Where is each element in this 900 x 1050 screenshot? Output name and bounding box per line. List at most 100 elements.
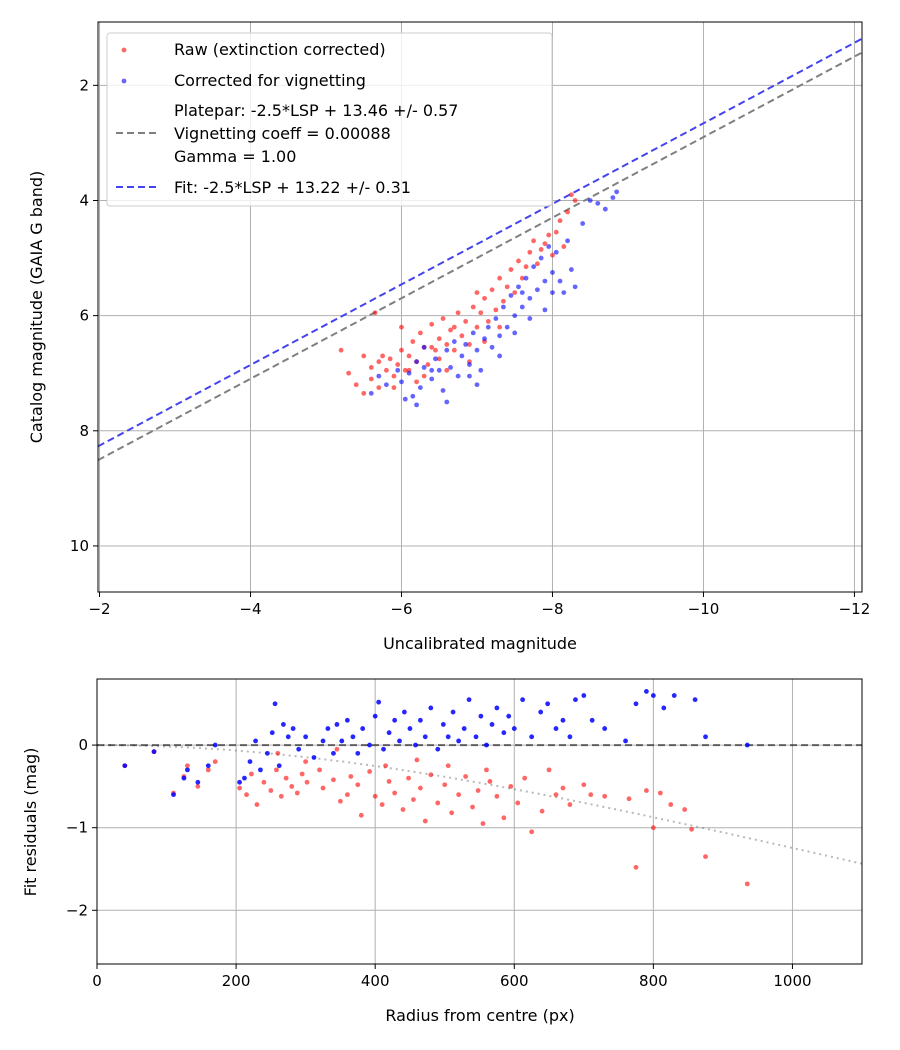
corrected-point [421,365,427,370]
raw-point [501,298,506,304]
corrected-residual-point [331,750,336,756]
raw-point [368,376,374,382]
corrected-point [383,382,389,388]
raw-point [519,275,525,281]
legend-corrected-marker [121,78,127,84]
raw-point [504,284,510,290]
bottom-x-tick-label: 1000 [773,972,811,990]
top-y-tick-label: 2 [79,76,89,94]
raw-residual-point [383,763,389,769]
bottom-x-tick-label: 600 [500,972,529,990]
raw-point [485,318,491,324]
raw-residual-point [367,769,373,774]
raw-residual-point [344,792,350,798]
raw-residual-point [274,767,279,773]
raw-point [527,249,533,255]
raw-point [421,373,427,379]
raw-residual-point [682,807,688,812]
corrected-point [485,324,491,330]
corrected-point [482,336,487,342]
raw-residual-point [294,790,300,796]
corrected-point [478,367,484,373]
raw-residual-point [494,793,500,799]
corrected-point [580,221,586,226]
corrected-point [470,330,476,336]
bottom-x-tick-label: 800 [639,972,668,990]
corrected-residual-point [538,709,544,715]
corrected-residual-point [484,742,489,748]
raw-point [534,261,540,267]
raw-residual-point [386,779,392,784]
raw-residual-point [248,771,254,777]
corrected-point [421,344,427,350]
fit-line [98,37,862,448]
raw-residual-point [501,815,507,821]
raw-point [478,310,484,316]
raw-residual-point [553,792,559,798]
raw-residual-point [522,775,528,781]
corrected-point [455,373,461,379]
corrected-point [368,390,374,396]
corrected-residual-point [258,767,263,773]
top-chart: −2 −4 −6 −8 −10 −12 2 4 6 8 10 Uncalibrated magnit… [27,21,870,653]
corrected-residual-point [567,734,573,740]
corrected-point [504,324,510,330]
raw-point [429,344,435,350]
corrected-residual-point [511,726,517,731]
corrected-point [550,270,555,275]
raw-residual-point [185,763,190,769]
raw-point [572,198,578,203]
corrected-point [531,264,537,270]
corrected-residual-point [344,717,350,723]
raw-residual-point [392,790,398,796]
corrected-point [429,376,435,382]
raw-residual-point [422,818,428,824]
corrected-point [433,356,438,362]
corrected-point [406,370,412,376]
corrected-point [572,284,578,290]
bottom-y-tick-label: −2 [66,901,88,919]
raw-residual-point [411,797,416,803]
corrected-point [602,206,608,212]
raw-residual-point [372,793,378,799]
raw-point [542,241,548,247]
raw-residual-point [379,802,385,807]
raw-point [338,347,344,353]
corrected-point [527,316,533,321]
bottom-x-tick-label: 0 [92,972,102,990]
raw-point [455,310,461,316]
raw-residual-point [581,782,587,788]
raw-point [557,218,563,224]
raw-residual-point [442,782,448,788]
raw-residual-point [546,767,552,773]
corrected-residual-point [661,705,667,711]
raw-residual-point [303,759,309,765]
corrected-point [402,396,408,402]
raw-point [368,365,374,370]
raw-residual-point [484,767,489,773]
top-y-tick-label: 4 [79,191,89,209]
raw-point [512,290,518,296]
raw-residual-point [261,779,267,785]
corrected-residual-point [325,726,331,731]
corrected-point [614,189,620,195]
raw-point [383,367,389,373]
corrected-residual-point [355,750,361,756]
corrected-residual-point [296,746,302,752]
corrected-residual-point [445,734,451,740]
bottom-series [97,688,862,887]
corrected-point [417,385,423,391]
corrected-residual-point [473,734,479,740]
corrected-point [595,200,601,206]
corrected-residual-point [506,713,512,719]
corrected-residual-point [428,705,434,711]
top-x-tick-label: −8 [541,600,563,618]
vignetting-curve [97,744,862,865]
corrected-residual-point [269,730,275,736]
raw-residual-point [237,785,242,791]
corrected-residual-point [633,701,639,707]
corrected-point [414,359,419,365]
raw-point [353,382,359,388]
corrected-residual-point [545,701,551,707]
